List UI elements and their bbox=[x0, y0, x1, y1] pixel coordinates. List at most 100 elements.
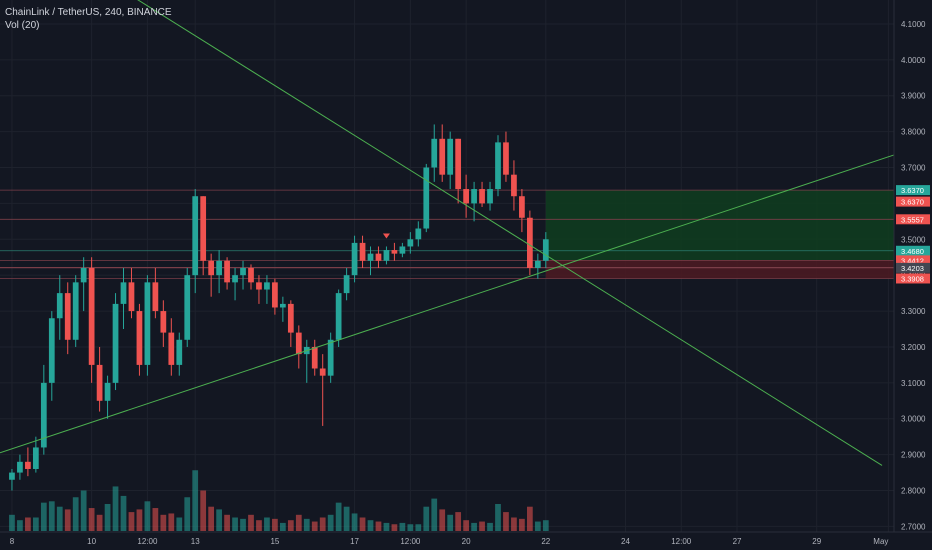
volume-bar bbox=[72, 497, 79, 531]
volume-bar bbox=[96, 514, 103, 531]
volume-bar bbox=[80, 490, 87, 531]
candle-body bbox=[25, 461, 31, 469]
candle-body bbox=[351, 242, 358, 276]
candle-body bbox=[104, 382, 111, 401]
volume-bar bbox=[279, 522, 286, 531]
candle-body bbox=[112, 303, 119, 383]
price-label-tag bbox=[896, 196, 930, 207]
candle-body bbox=[431, 138, 438, 168]
volume-bar bbox=[335, 502, 342, 531]
volume-bar bbox=[351, 513, 358, 531]
candle-body bbox=[335, 293, 342, 340]
volume-bar bbox=[407, 524, 414, 531]
candle-body bbox=[64, 293, 71, 340]
volume-bar bbox=[383, 522, 390, 531]
y-tick-label: 2.7000 bbox=[901, 522, 926, 531]
volume-bar bbox=[272, 518, 278, 531]
volume-bar bbox=[439, 509, 446, 531]
volume-bar bbox=[9, 514, 15, 531]
volume-indicator-label[interactable]: Vol (20) bbox=[5, 20, 40, 31]
price-label-tag bbox=[896, 273, 930, 284]
volume-bar bbox=[168, 513, 175, 531]
volume-bar bbox=[391, 524, 398, 531]
candle-body bbox=[88, 268, 95, 365]
candle-body bbox=[160, 311, 167, 333]
candle-body bbox=[40, 382, 47, 448]
candle-body bbox=[279, 303, 286, 308]
y-tick-label: 3.0000 bbox=[901, 415, 926, 424]
candle-body bbox=[295, 332, 302, 355]
volume-bar bbox=[256, 520, 262, 531]
candle-body bbox=[463, 189, 469, 204]
candle-body bbox=[168, 332, 175, 365]
y-tick-label: 3.9000 bbox=[901, 92, 926, 101]
volume-bar bbox=[88, 508, 95, 531]
volume-bar bbox=[319, 517, 326, 531]
candle-body bbox=[375, 253, 382, 261]
candle-body bbox=[359, 242, 366, 261]
candle-body bbox=[56, 293, 63, 319]
candle-body bbox=[534, 260, 541, 268]
candle-body bbox=[415, 228, 422, 240]
x-tick-label: May bbox=[873, 537, 888, 546]
x-tick-label: 27 bbox=[733, 537, 742, 546]
chart-legend: ChainLink / TetherUS, 240, BINANCE Vol (… bbox=[5, 6, 172, 32]
candle-body bbox=[216, 260, 222, 276]
candle-body bbox=[9, 472, 15, 480]
y-tick-label: 3.5000 bbox=[901, 235, 926, 244]
volume-bar bbox=[455, 512, 462, 531]
price-label-text: 3.6370 bbox=[901, 198, 924, 207]
volume-bar bbox=[200, 490, 207, 531]
volume-bar bbox=[495, 504, 501, 531]
price-label-text: 3.4412 bbox=[901, 256, 924, 265]
volume-bar bbox=[184, 497, 191, 531]
volume-bar bbox=[25, 517, 31, 531]
volume-bar bbox=[359, 517, 366, 531]
volume-bar bbox=[264, 517, 270, 531]
volume-bar bbox=[216, 509, 222, 531]
x-tick-label: 12:00 bbox=[400, 537, 421, 546]
candle-body bbox=[208, 260, 215, 276]
volume-bar bbox=[64, 509, 71, 531]
y-tick-label: 3.7000 bbox=[901, 164, 926, 173]
x-tick-label: 17 bbox=[350, 537, 359, 546]
candle-body bbox=[407, 239, 414, 247]
candle-body bbox=[136, 311, 143, 365]
volume-bar bbox=[503, 512, 509, 531]
candle-body bbox=[48, 318, 55, 383]
volume-bar bbox=[248, 514, 254, 531]
volume-bar bbox=[48, 501, 55, 531]
volume-bar bbox=[303, 518, 310, 531]
candle-body bbox=[439, 138, 446, 175]
price-label-tag bbox=[896, 214, 930, 225]
price-label-tag bbox=[896, 245, 930, 256]
symbol-title[interactable]: ChainLink / TetherUS, 240, BINANCE bbox=[5, 7, 172, 18]
volume-bar bbox=[295, 514, 302, 531]
volume-bar bbox=[112, 486, 119, 531]
candle-body bbox=[120, 282, 127, 304]
volume-bar bbox=[120, 495, 127, 531]
volume-bar bbox=[463, 520, 469, 531]
candle-body bbox=[526, 217, 533, 268]
volume-bar bbox=[128, 512, 135, 531]
volume-bar bbox=[136, 509, 143, 531]
candle-body bbox=[128, 282, 135, 312]
candle-body bbox=[495, 142, 501, 190]
volume-bar bbox=[367, 520, 374, 531]
volume-bar bbox=[327, 514, 334, 531]
volume-bar bbox=[399, 522, 406, 531]
volume-bar bbox=[104, 504, 111, 531]
candle-body bbox=[176, 339, 183, 365]
candle-body bbox=[224, 260, 230, 283]
volume-bar bbox=[40, 502, 47, 531]
x-tick-label: 8 bbox=[10, 537, 15, 546]
volume-bar bbox=[447, 514, 454, 531]
stop-loss-zone bbox=[545, 260, 894, 279]
volume-bar bbox=[431, 498, 438, 531]
candle-body bbox=[240, 268, 246, 276]
candle-body bbox=[519, 196, 525, 218]
volume-bar bbox=[232, 517, 238, 531]
volume-bar bbox=[240, 518, 246, 531]
x-tick-label: 10 bbox=[87, 537, 96, 546]
